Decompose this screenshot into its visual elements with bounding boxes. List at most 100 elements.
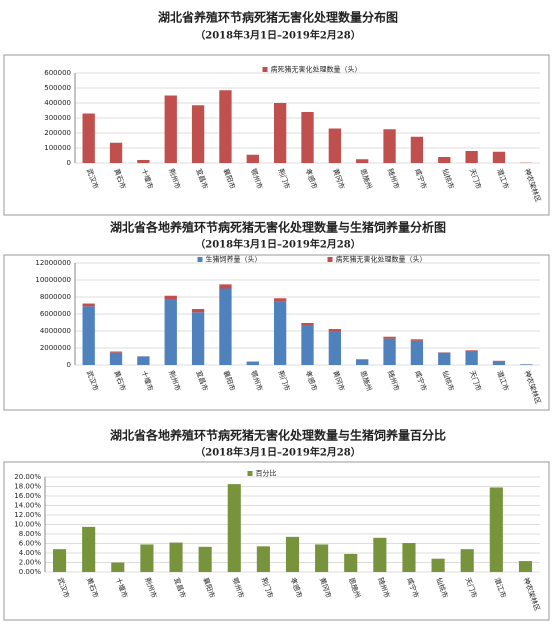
bar — [315, 544, 329, 572]
bar — [356, 159, 369, 163]
y-tick-label: 8.00% — [19, 530, 42, 538]
bar-segment — [383, 336, 396, 339]
bar — [164, 95, 177, 163]
chart-title: 湖北省养殖环节病死猪无害化处理数量分布图 — [158, 10, 398, 25]
bar — [219, 90, 232, 163]
x-tick-label: 天门市 — [468, 369, 484, 392]
bar-segment — [356, 359, 369, 365]
bar — [344, 553, 358, 572]
y-tick-label: 200000 — [44, 129, 71, 137]
x-tick-label: 黄冈市 — [318, 576, 334, 599]
x-tick-label: 荆州市 — [143, 576, 159, 599]
bar — [285, 536, 300, 572]
x-tick-label: 鄂州市 — [231, 576, 247, 599]
bar-segment — [520, 364, 533, 365]
chart-frame — [3, 254, 550, 411]
x-tick-label: 潜江市 — [495, 167, 511, 190]
bar-segment — [273, 301, 287, 365]
legend-label: 病死猪无害化处理数量（头） — [336, 255, 427, 264]
y-tick-label: 8000000 — [40, 293, 71, 301]
bar-segment — [164, 295, 177, 300]
x-tick-label: 黄冈市 — [331, 369, 347, 392]
bar — [431, 558, 445, 572]
x-tick-label: 十堰市 — [140, 167, 156, 190]
y-tick-label: 0 — [67, 159, 71, 167]
bar — [518, 561, 532, 572]
bar — [53, 549, 67, 572]
x-tick-label: 神农架林区 — [523, 369, 543, 405]
bar — [373, 537, 387, 572]
x-tick-label: 随州市 — [376, 576, 392, 599]
bar-segment — [191, 312, 205, 365]
x-tick-label: 随州市 — [386, 167, 402, 190]
bar — [191, 105, 205, 163]
bar — [198, 546, 212, 572]
x-tick-label: 仙桃市 — [441, 369, 457, 392]
bar-segment — [82, 303, 95, 307]
x-tick-label: 孝感市 — [304, 369, 320, 392]
x-tick-label: 潜江市 — [495, 369, 511, 392]
legend-swatch — [197, 257, 203, 262]
y-tick-label: 2.00% — [19, 559, 42, 567]
y-tick-label: 10000000 — [35, 276, 71, 284]
x-tick-label: 随州市 — [386, 369, 402, 392]
x-tick-label: 襄阳市 — [222, 167, 238, 190]
x-tick-label: 神农架林区 — [522, 576, 542, 612]
bar — [227, 484, 241, 572]
y-tick-label: 12.00% — [14, 511, 41, 519]
x-tick-label: 咸宁市 — [413, 167, 429, 190]
y-tick-label: 6.00% — [19, 540, 42, 548]
legend-label: 百分比 — [256, 469, 277, 478]
x-tick-label: 鄂州市 — [249, 369, 265, 392]
bar — [492, 151, 506, 163]
bar-segment — [109, 351, 123, 353]
x-tick-label: 鄂州市 — [249, 167, 265, 190]
bar — [301, 112, 314, 163]
x-tick-label: 天门市 — [463, 576, 479, 599]
x-tick-label: 黄石市 — [85, 576, 101, 599]
x-tick-label: 恩施州 — [358, 167, 374, 190]
y-tick-label: 4.00% — [19, 549, 42, 557]
bar — [256, 546, 270, 572]
x-tick-label: 咸宁市 — [413, 369, 429, 392]
y-tick-label: 20.00% — [14, 473, 41, 481]
x-tick-label: 荆门市 — [260, 576, 276, 599]
bar — [82, 526, 96, 572]
chart-subtitle: （2018年3月1日–2019年2月28） — [195, 29, 360, 42]
x-tick-label: 仙桃市 — [441, 167, 457, 190]
bar — [465, 151, 478, 163]
bar-segment — [82, 306, 95, 365]
bar-segment — [301, 325, 314, 365]
x-tick-label: 十堰市 — [140, 369, 156, 392]
bar-segment — [109, 352, 123, 365]
bar — [82, 113, 95, 163]
bar — [383, 129, 396, 163]
y-tick-label: 100000 — [44, 144, 71, 152]
bar — [460, 549, 474, 572]
bar-segment — [383, 338, 396, 365]
y-tick-label: 16.00% — [14, 492, 41, 500]
bar — [111, 562, 125, 572]
y-tick-label: 10.00% — [14, 521, 41, 529]
bar-segment — [219, 288, 232, 365]
bar — [489, 487, 503, 572]
chart-frame — [3, 461, 550, 621]
legend-label: 病死猪无害化处理数量（头） — [271, 65, 362, 74]
x-tick-label: 荆州市 — [167, 167, 183, 190]
x-tick-label: 恩施州 — [347, 576, 363, 599]
x-tick-label: 天门市 — [468, 167, 484, 190]
x-tick-label: 黄冈市 — [331, 167, 347, 190]
bar-segment — [492, 361, 506, 365]
y-tick-label: 4000000 — [40, 327, 71, 335]
legend-swatch — [327, 257, 333, 262]
y-tick-label: 0 — [67, 361, 71, 369]
x-tick-label: 宜昌市 — [194, 369, 210, 392]
y-tick-label: 400000 — [44, 99, 71, 107]
bar — [246, 154, 259, 163]
x-tick-label: 宜昌市 — [172, 576, 188, 599]
bar — [137, 160, 150, 163]
bar-segment — [410, 339, 424, 341]
y-tick-label: 2000000 — [40, 344, 71, 352]
x-tick-label: 武汉市 — [56, 576, 72, 599]
